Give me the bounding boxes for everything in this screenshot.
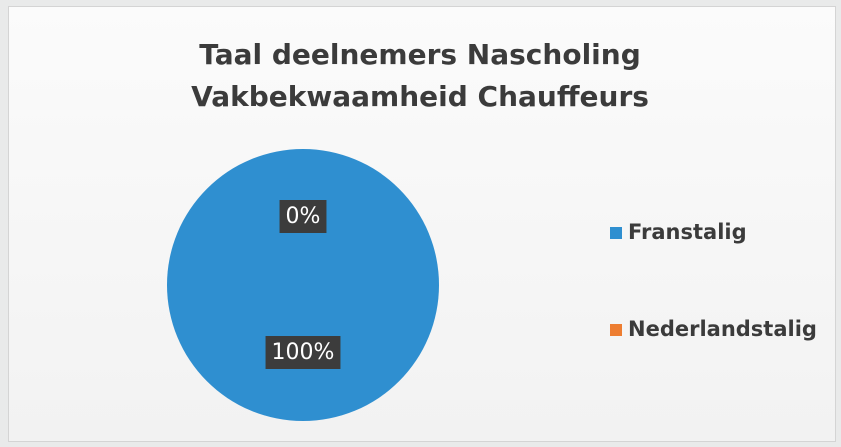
legend-label: Franstalig bbox=[628, 220, 747, 244]
data-label-box bbox=[265, 336, 341, 369]
pie-slice bbox=[167, 149, 439, 421]
data-label: 100% bbox=[272, 340, 335, 365]
data-label: 0% bbox=[286, 204, 321, 229]
legend-swatch bbox=[610, 324, 622, 336]
chart-title: Taal deelnemers Nascholing Vakbekwaamhei… bbox=[191, 38, 649, 113]
data-label-box bbox=[279, 200, 327, 233]
legend-label: Nederlandstalig bbox=[628, 317, 817, 341]
legend-swatch bbox=[610, 227, 622, 239]
